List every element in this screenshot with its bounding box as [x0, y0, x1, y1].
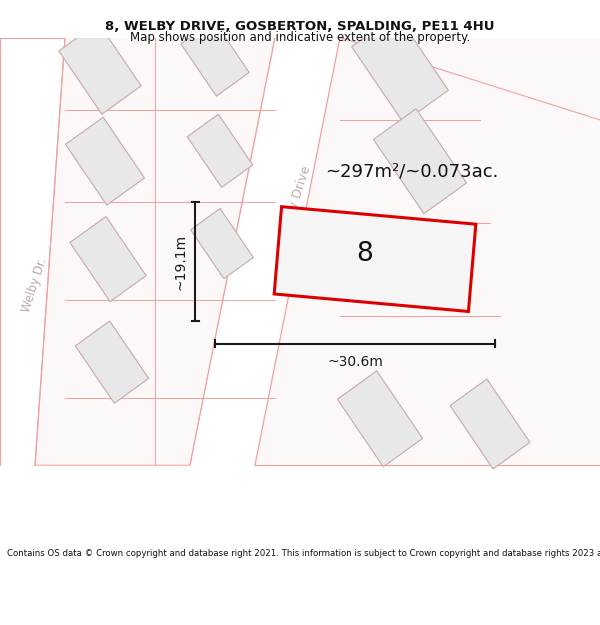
Polygon shape	[181, 20, 249, 96]
Text: Welby Drive: Welby Drive	[277, 164, 313, 240]
Text: Contains OS data © Crown copyright and database right 2021. This information is : Contains OS data © Crown copyright and d…	[7, 549, 600, 558]
Polygon shape	[352, 14, 448, 123]
Polygon shape	[190, 38, 340, 465]
Polygon shape	[59, 22, 141, 114]
Text: 8: 8	[356, 241, 373, 267]
Polygon shape	[255, 38, 600, 465]
Polygon shape	[373, 109, 467, 214]
Text: Welby Dr.: Welby Dr.	[20, 256, 50, 314]
Polygon shape	[35, 38, 275, 465]
Polygon shape	[75, 321, 149, 403]
Polygon shape	[274, 207, 476, 311]
Polygon shape	[187, 114, 253, 188]
Text: ~30.6m: ~30.6m	[327, 355, 383, 369]
Text: Map shows position and indicative extent of the property.: Map shows position and indicative extent…	[130, 31, 470, 44]
Text: 8, WELBY DRIVE, GOSBERTON, SPALDING, PE11 4HU: 8, WELBY DRIVE, GOSBERTON, SPALDING, PE1…	[105, 20, 495, 33]
Polygon shape	[0, 38, 65, 465]
Polygon shape	[70, 216, 146, 302]
Polygon shape	[337, 371, 422, 467]
Text: ~19.1m: ~19.1m	[174, 234, 188, 290]
Polygon shape	[191, 209, 253, 279]
Polygon shape	[65, 117, 145, 205]
Polygon shape	[450, 379, 530, 469]
Text: ~297m²/~0.073ac.: ~297m²/~0.073ac.	[325, 162, 499, 181]
